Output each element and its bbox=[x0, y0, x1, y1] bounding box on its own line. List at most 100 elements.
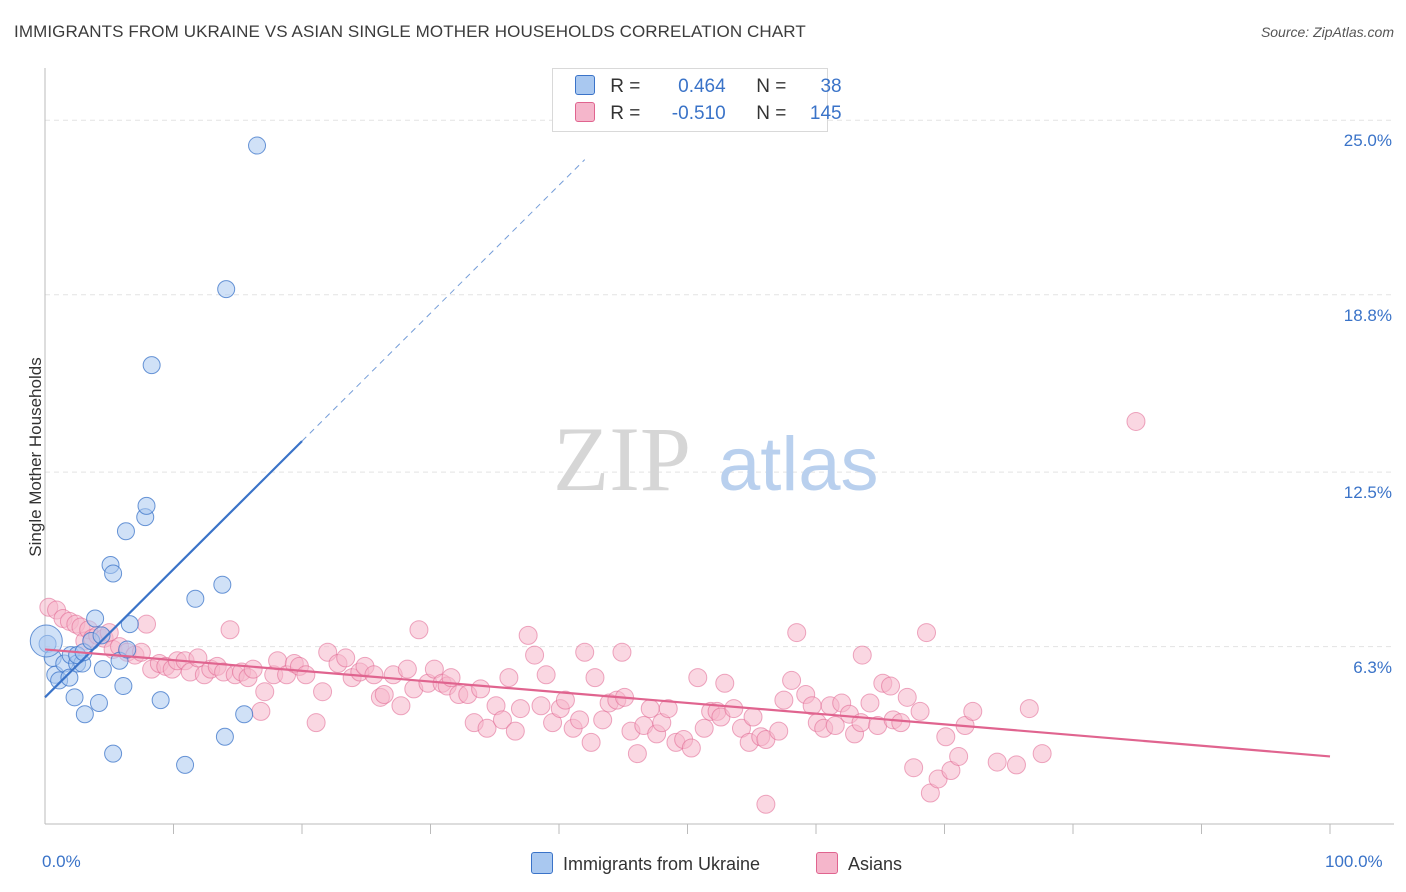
ukraine-point bbox=[92, 626, 111, 645]
watermark-atlas: atlas bbox=[718, 422, 879, 507]
asians-point bbox=[860, 693, 880, 713]
asians-point bbox=[555, 690, 575, 710]
ukraine-point bbox=[104, 744, 123, 763]
bottom-legend-swatch-pink bbox=[816, 852, 838, 874]
ukraine-trend-line bbox=[44, 440, 303, 699]
asians-point bbox=[296, 665, 316, 685]
asians-point bbox=[409, 620, 429, 640]
asians-point bbox=[949, 746, 969, 766]
asians-point bbox=[531, 696, 551, 716]
asians-point bbox=[575, 642, 595, 662]
asians-point bbox=[581, 732, 601, 752]
asians-point bbox=[374, 685, 394, 705]
asians-point bbox=[825, 715, 845, 735]
asians-point bbox=[910, 701, 930, 721]
asians-point bbox=[364, 665, 384, 685]
ukraine-point bbox=[213, 575, 232, 594]
ukraine-point bbox=[29, 624, 63, 658]
bottom-legend-label-ukraine: Immigrants from Ukraine bbox=[563, 854, 761, 874]
y-tick-label: 12.5% bbox=[1343, 483, 1392, 503]
asians-point bbox=[499, 668, 519, 688]
asians-point bbox=[570, 710, 590, 730]
axes bbox=[44, 68, 1394, 834]
ukraine-point bbox=[114, 677, 133, 696]
asians-point bbox=[852, 645, 872, 665]
asians-point bbox=[243, 659, 263, 679]
ukraine-point bbox=[116, 522, 135, 541]
ukraine-point bbox=[118, 640, 137, 659]
ukraine-point bbox=[137, 496, 156, 515]
asians-point bbox=[627, 744, 647, 764]
asians-point bbox=[391, 696, 411, 716]
ukraine-point bbox=[89, 693, 108, 712]
ukraine-point bbox=[120, 615, 139, 634]
asians-point bbox=[936, 727, 956, 747]
ukraine-point bbox=[86, 609, 105, 628]
asians-point bbox=[681, 738, 701, 758]
asians-point bbox=[769, 721, 789, 741]
asians-point bbox=[585, 668, 605, 688]
legend-r-value: 0.464 bbox=[678, 76, 726, 97]
asians-point bbox=[724, 699, 744, 719]
asians-point bbox=[313, 682, 333, 702]
asians-point bbox=[525, 645, 545, 665]
asians-point bbox=[1126, 411, 1146, 431]
legend-r-value: -0.510 bbox=[671, 103, 726, 124]
ukraine-point bbox=[235, 705, 254, 724]
legend-row-ukraine: R = 0.464 N = 38 bbox=[575, 75, 842, 99]
legend-swatch-blue bbox=[575, 75, 595, 95]
y-tick-label: 18.8% bbox=[1343, 305, 1392, 325]
bottom-legend-asians: Asians bbox=[816, 852, 902, 875]
x-tick-0: 0.0% bbox=[42, 852, 81, 871]
asians-point bbox=[593, 710, 613, 730]
ukraine-point bbox=[75, 705, 94, 724]
ukraine-point bbox=[65, 688, 84, 707]
legend-row-asians: R = -0.510 N = 145 bbox=[575, 102, 842, 126]
asians-point bbox=[897, 687, 917, 707]
asians-point bbox=[255, 682, 275, 702]
legend-r-label: R = bbox=[610, 76, 641, 97]
asians-point bbox=[505, 721, 525, 741]
asians-point bbox=[715, 673, 735, 693]
asians-point bbox=[251, 701, 271, 721]
asians-point bbox=[612, 642, 632, 662]
asians-trend-line bbox=[44, 648, 1331, 758]
legend-swatch-pink bbox=[575, 102, 595, 122]
source-label: Source: ZipAtlas.com bbox=[1260, 24, 1394, 40]
y-tick-label: 6.3% bbox=[1353, 657, 1392, 677]
ukraine-point bbox=[186, 589, 205, 608]
ukraine-point bbox=[215, 727, 234, 746]
asians-point bbox=[756, 794, 776, 814]
asians-point bbox=[782, 670, 802, 690]
asians-point bbox=[492, 710, 512, 730]
asians-point bbox=[881, 676, 901, 696]
ukraine-point bbox=[93, 660, 112, 679]
legend-n-label: N = bbox=[756, 103, 787, 124]
legend-n-value: 38 bbox=[820, 76, 842, 97]
asians-point bbox=[1032, 744, 1052, 764]
asians-point bbox=[137, 614, 157, 634]
asians-point bbox=[471, 679, 491, 699]
watermark: ZIP atlas bbox=[553, 408, 879, 510]
asians-point bbox=[510, 699, 530, 719]
asians-point bbox=[518, 625, 538, 645]
asians-point bbox=[1006, 755, 1026, 775]
bottom-legend-ukraine: Immigrants from Ukraine bbox=[531, 852, 760, 875]
ukraine-point bbox=[151, 691, 170, 710]
legend-r-label: R = bbox=[610, 103, 641, 124]
asians-point bbox=[1019, 699, 1039, 719]
y-tick-label: 25.0% bbox=[1343, 131, 1392, 151]
ukraine-point bbox=[217, 280, 236, 299]
asians-point bbox=[688, 668, 708, 688]
asians-point bbox=[743, 707, 763, 727]
asians-point bbox=[658, 699, 678, 719]
ukraine-points bbox=[29, 136, 267, 774]
ukraine-point bbox=[176, 755, 195, 774]
asians-point bbox=[220, 620, 240, 640]
chart-title: IMMIGRANTS FROM UKRAINE VS ASIAN SINGLE … bbox=[14, 22, 806, 41]
watermark-zip: ZIP bbox=[553, 408, 691, 510]
ukraine-point bbox=[142, 356, 161, 375]
asians-point bbox=[891, 713, 911, 733]
gridlines bbox=[45, 119, 1394, 648]
